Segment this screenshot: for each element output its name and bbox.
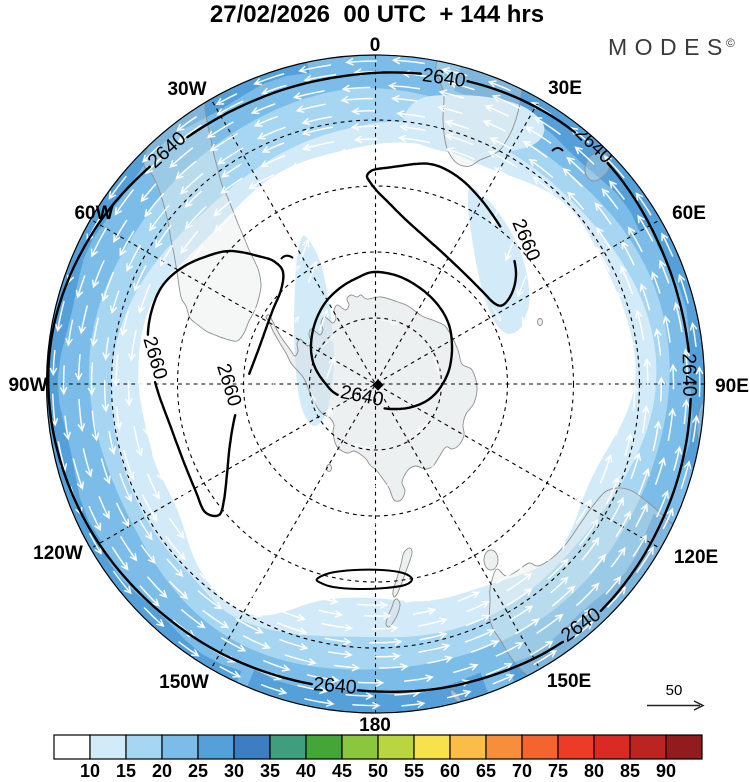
svg-text:30E: 30E [548, 78, 582, 99]
svg-text:120E: 120E [674, 547, 718, 568]
svg-text:20: 20 [152, 761, 172, 781]
svg-text:70: 70 [512, 761, 532, 781]
svg-text:MODES: MODES [608, 34, 730, 60]
svg-text:50: 50 [666, 682, 683, 699]
svg-text:80: 80 [584, 761, 604, 781]
svg-text:25: 25 [188, 761, 208, 781]
svg-text:30W: 30W [167, 79, 206, 100]
svg-text:90W: 90W [8, 375, 47, 396]
svg-text:0: 0 [370, 35, 381, 56]
svg-text:75: 75 [548, 761, 568, 781]
svg-text:90: 90 [656, 761, 676, 781]
svg-text:150W: 150W [159, 672, 209, 693]
svg-text:60: 60 [440, 761, 460, 781]
svg-text:2640: 2640 [678, 353, 701, 397]
svg-text:30: 30 [224, 761, 244, 781]
svg-text:60W: 60W [74, 203, 113, 224]
svg-text:55: 55 [404, 761, 424, 781]
svg-text:180: 180 [359, 715, 391, 736]
svg-text:50: 50 [368, 761, 388, 781]
svg-text:60E: 60E [672, 203, 706, 224]
svg-text:27/02/2026 00 UTC + 144 hrs: 27/02/2026 00 UTC + 144 hrs [210, 1, 544, 28]
svg-text:©: © [726, 36, 735, 50]
svg-text:45: 45 [332, 761, 352, 781]
svg-text:35: 35 [260, 761, 280, 781]
svg-text:90E: 90E [715, 376, 749, 397]
svg-text:120W: 120W [33, 543, 83, 564]
svg-text:10: 10 [80, 761, 100, 781]
svg-text:15: 15 [116, 761, 136, 781]
svg-text:85: 85 [620, 761, 640, 781]
svg-text:2640: 2640 [312, 673, 357, 699]
svg-text:65: 65 [476, 761, 496, 781]
svg-text:40: 40 [296, 761, 316, 781]
svg-text:150E: 150E [547, 671, 591, 692]
